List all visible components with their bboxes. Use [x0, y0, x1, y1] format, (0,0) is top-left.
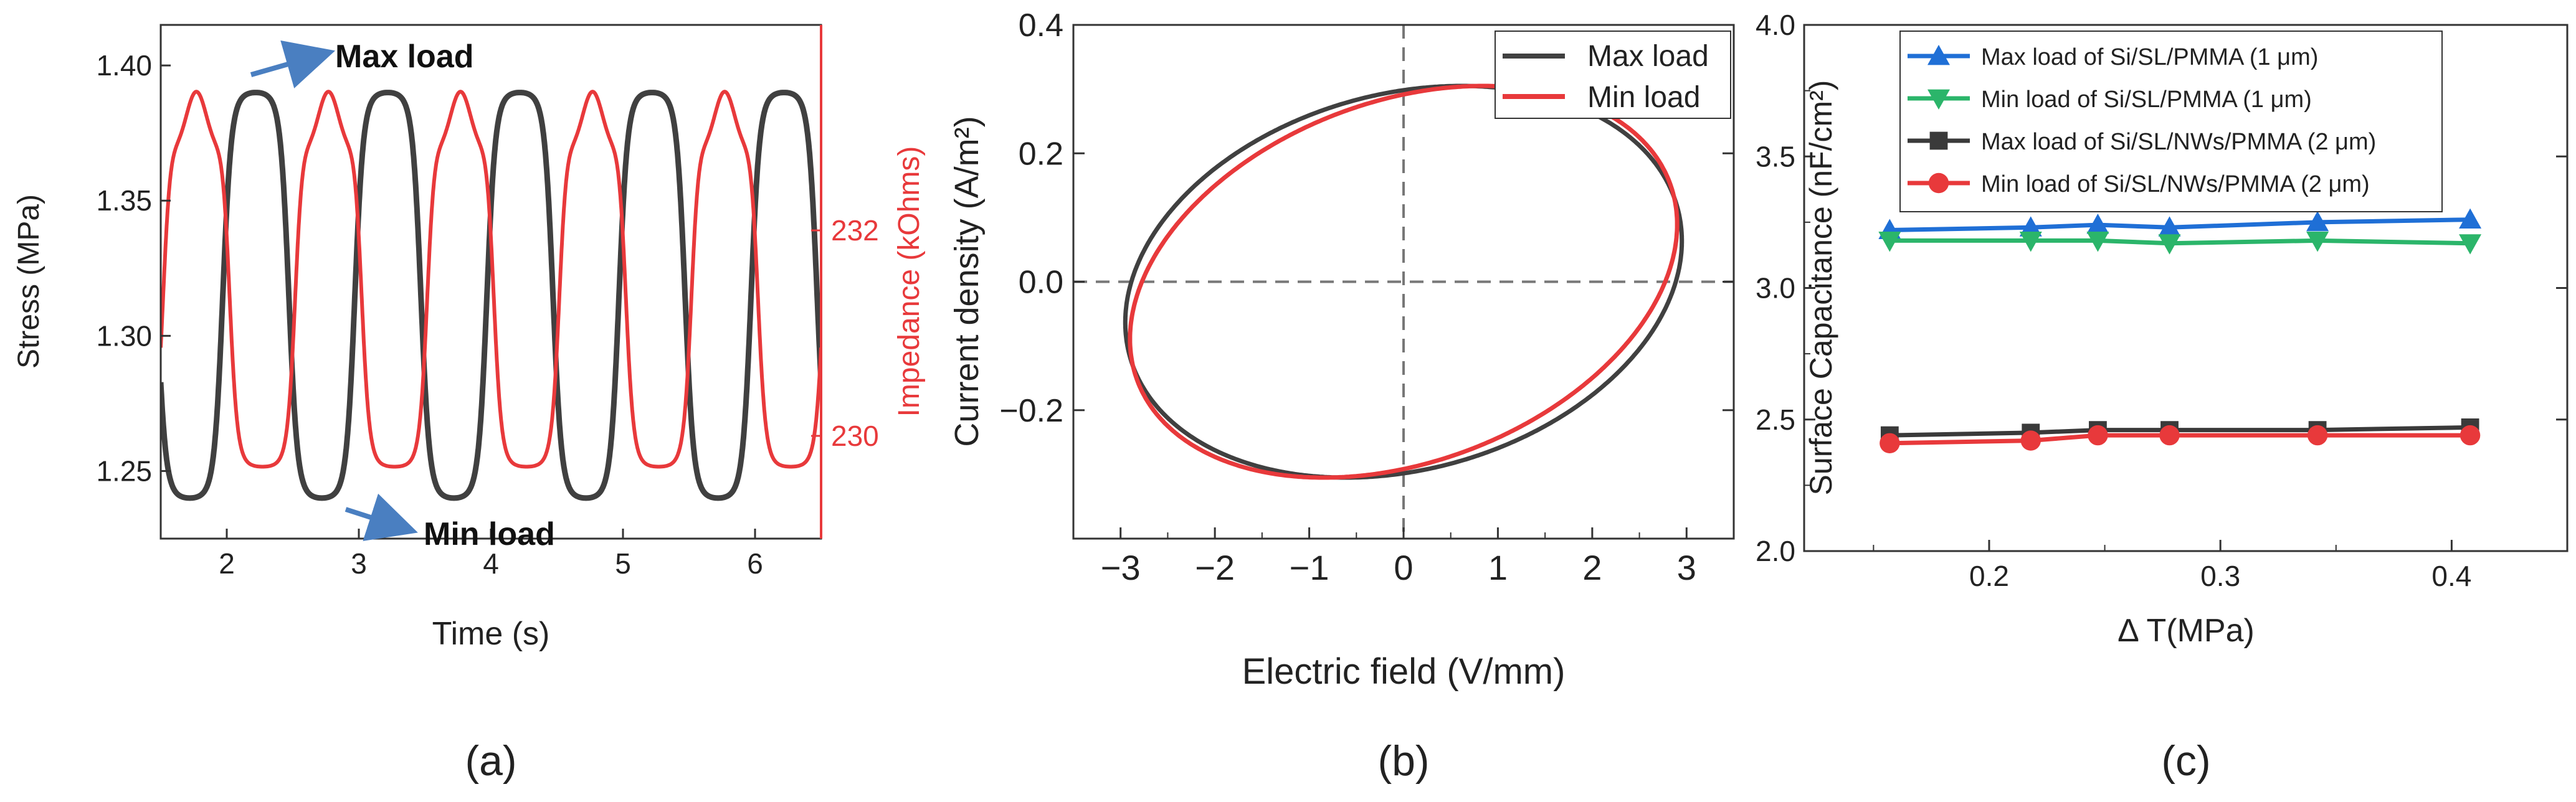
- panel-b-label: (b): [1377, 737, 1429, 785]
- y-tick-label: −0.2: [999, 393, 1063, 429]
- panel-c-legend: Max load of Si/SL/PMMA (1 μm) Min load of…: [1899, 31, 2443, 212]
- data-point: [2088, 425, 2108, 446]
- panel-b-xlabel: Electric field (V/mm): [1242, 651, 1566, 692]
- annotation-max-load: Max load: [335, 39, 474, 75]
- y-tick-label: 0.4: [1019, 7, 1063, 44]
- data-point: [2020, 430, 2041, 451]
- x-tick-label: 0.4: [2431, 560, 2471, 592]
- panel-a-xlabel: Time (s): [432, 616, 550, 652]
- legend-label: Min load of Si/SL/NWs/PMMA (2 μm): [1981, 171, 2370, 197]
- panel-c-label: (c): [2161, 737, 2210, 785]
- x-tick-label: −2: [1195, 548, 1235, 587]
- legend-label: Min load of Si/SL/PMMA (1 μm): [1981, 87, 2312, 113]
- x-tick-label: 3: [351, 547, 367, 580]
- panel-b-x-ticks: −3 −2 −1 0 1 2 3: [1073, 527, 1734, 587]
- y-tick-label: 3.5: [1756, 140, 1795, 172]
- x-tick-label: 0: [1394, 548, 1413, 587]
- series-line-1: [1889, 238, 2471, 246]
- annotation-min-load: Min load: [424, 516, 555, 552]
- max-load-arrow: [250, 40, 336, 88]
- data-point: [1880, 433, 1900, 453]
- y-tick-label: 1.35: [96, 184, 152, 217]
- x-tick-label: 2: [1582, 548, 1602, 587]
- y-right-tick-label: 230: [831, 420, 879, 452]
- y-tick-label: 1.25: [96, 455, 152, 487]
- y-tick-label: 2.0: [1756, 535, 1795, 567]
- impedance-series-line: [161, 90, 821, 469]
- data-point: [2019, 232, 2042, 252]
- y-tick-label: 4.0: [1756, 9, 1795, 41]
- series-line-2: [1889, 425, 2471, 438]
- data-point: [2459, 234, 2482, 255]
- panel-b-legend: Max load Min load: [1495, 31, 1731, 119]
- y-tick-label: 3.0: [1756, 272, 1795, 304]
- x-tick-label: 2: [219, 547, 235, 580]
- x-tick-label: −3: [1101, 548, 1141, 587]
- data-point: [2460, 425, 2481, 446]
- x-tick-label: −1: [1290, 548, 1329, 587]
- data-point: [1878, 232, 1901, 252]
- panel-b: −3 −2 −1 0 1 2 3 −0.2 0.0 0.2 0.4 Electric field …: [948, 7, 1735, 785]
- panel-a-y-left-ticks: 1.25 1.30 1.35 1.40: [96, 49, 171, 487]
- y-tick-label: 1.30: [96, 319, 152, 352]
- panel-c-plot-area: [1878, 208, 2482, 453]
- panel-c-ylabel: Surface Capacitance (nF/cm²): [1804, 80, 1838, 496]
- panel-a-x-ticks: 2 3 4 5 6: [219, 529, 763, 580]
- x-tick-label: 1: [1488, 548, 1508, 587]
- legend-marker: [1928, 172, 1949, 194]
- data-point: [2158, 216, 2181, 237]
- panel-c: 0.2 0.3 0.4 2.0 2.5 3.0 3.5 4.0 Δ T(MPa) Surfa…: [1756, 9, 2569, 785]
- data-point: [2459, 208, 2482, 229]
- data-point: [2019, 216, 2042, 237]
- panel-a-frame: [159, 24, 822, 540]
- legend-label-min-load: Min load: [1587, 81, 1700, 114]
- legend-label: Max load of Si/SL/NWs/PMMA (2 μm): [1981, 129, 2376, 155]
- panel-b-ylabel: Current density (A/m²): [948, 116, 986, 446]
- x-tick-label: 0.2: [1969, 560, 2009, 592]
- panel-a: 2 3 4 5 6 1.25 1.30 1.35 1.40 230 232 Time (s) S…: [12, 24, 926, 785]
- panel-c-y-ticks: 2.0 2.5 3.0 3.5 4.0: [1756, 9, 2567, 567]
- panel-a-y-right-ticks: 230 232: [811, 214, 879, 452]
- y-tick-label: 2.5: [1756, 403, 1795, 436]
- panel-b-y-ticks: −0.2 0.0 0.2 0.4: [999, 7, 1734, 429]
- data-point: [2306, 210, 2329, 232]
- legend-marker: [1929, 131, 1948, 150]
- panel-a-ylabel-left: Stress (MPa): [12, 194, 45, 369]
- panel-a-ylabel-right: Impedance (kOhms): [893, 146, 926, 417]
- x-tick-label: 0.3: [2200, 560, 2240, 592]
- series-line-3: [1889, 433, 2471, 446]
- panel-c-xlabel: Δ T(MPa): [2117, 613, 2255, 649]
- series-line-0: [1889, 217, 2471, 232]
- data-point: [2086, 232, 2109, 252]
- min-load-arrow: [345, 493, 418, 541]
- x-tick-label: 6: [747, 547, 763, 580]
- data-point: [2307, 425, 2328, 446]
- legend-box: [1495, 31, 1731, 119]
- data-point: [2159, 425, 2180, 446]
- x-tick-label: 5: [615, 547, 631, 580]
- x-tick-label: 3: [1677, 548, 1696, 587]
- legend-marker: [1927, 45, 1950, 65]
- panel-a-label: (a): [465, 737, 516, 785]
- data-point: [2086, 214, 2109, 234]
- legend-label: Max load of Si/SL/PMMA (1 μm): [1981, 44, 2318, 70]
- y-right-tick-label: 232: [831, 214, 879, 247]
- data-point: [2158, 234, 2181, 255]
- legend-label-max-load: Max load: [1587, 40, 1709, 73]
- x-tick-label: 4: [483, 547, 499, 580]
- panel-a-plot-area: [161, 90, 821, 501]
- y-tick-label: 1.40: [96, 49, 152, 82]
- y-tick-label: 0.2: [1019, 136, 1063, 172]
- legend-box: [1899, 31, 2443, 212]
- stress-series-line: [161, 90, 821, 501]
- y-tick-label: 0.0: [1019, 265, 1063, 301]
- legend-marker: [1927, 89, 1950, 110]
- data-point: [2306, 232, 2329, 252]
- panel-c-x-ticks: 0.2 0.3 0.4: [1873, 540, 2568, 592]
